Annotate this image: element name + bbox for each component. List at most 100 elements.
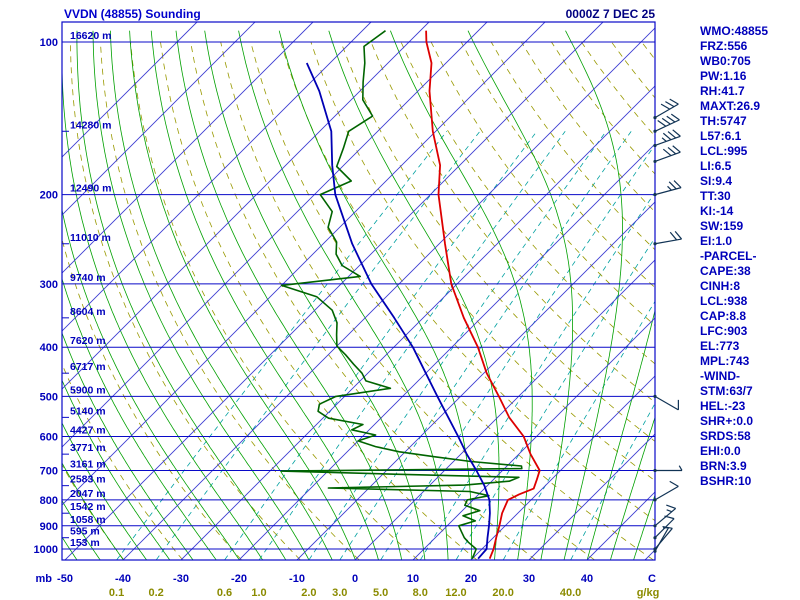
svg-text:3.0: 3.0 — [332, 587, 347, 599]
stat-line: -WIND- — [700, 369, 740, 383]
svg-text:500: 500 — [40, 391, 58, 403]
chart-background — [62, 22, 655, 560]
svg-text:40.0: 40.0 — [560, 587, 581, 599]
stat-line: L57:6.1 — [700, 129, 742, 143]
temp-unit-label: C — [648, 573, 656, 585]
stat-line: RH:41.7 — [700, 84, 745, 98]
mixratio-axis-labels: 0.1 0.2 0.6 1.0 2.0 3.0 5.0 8.0 12.0 20.0 40.0 g/kg — [109, 587, 659, 599]
svg-text:100: 100 — [40, 37, 58, 49]
stat-line: MAXT:26.9 — [700, 99, 761, 113]
chart-frame — [61, 21, 656, 561]
stat-line: MPL:743 — [700, 354, 750, 368]
sounding-traces — [280, 30, 541, 560]
svg-text:-20: -20 — [231, 573, 247, 585]
svg-text:1.0: 1.0 — [251, 587, 266, 599]
pressure-axis-labels: 100 200 300 400 500 600 700 800 900 1000 mb — [34, 37, 58, 585]
stat-line: LFC:903 — [700, 324, 748, 338]
svg-text:-10: -10 — [289, 573, 305, 585]
temperature-trace — [425, 30, 541, 560]
svg-text:2.0: 2.0 — [301, 587, 316, 599]
stat-line: PW:1.16 — [700, 69, 747, 83]
dewpoint-trace — [280, 30, 523, 559]
svg-text:40: 40 — [581, 573, 593, 585]
svg-text:30: 30 — [523, 573, 535, 585]
svg-text:400: 400 — [40, 342, 58, 354]
svg-text:0.6: 0.6 — [217, 587, 232, 599]
svg-text:600: 600 — [40, 432, 58, 444]
stat-line: WB0:705 — [700, 54, 751, 68]
svg-text:2047 m: 2047 m — [70, 488, 106, 500]
svg-text:3771 m: 3771 m — [70, 442, 106, 454]
isotherms — [62, 22, 655, 560]
height-labels: 16620 m 14280 m 12490 m 11010 m 9740 m 8604 m… — [70, 30, 111, 549]
svg-text:200: 200 — [40, 190, 58, 202]
svg-text:5140 m: 5140 m — [70, 405, 106, 417]
page-title: VVDN (48855) Sounding — [64, 7, 201, 21]
pressure-gridlines — [62, 41, 655, 550]
stat-line: EI:1.0 — [700, 234, 733, 248]
svg-text:2583 m: 2583 m — [70, 474, 106, 486]
wetbulb-trace — [305, 62, 491, 560]
svg-text:16620 m: 16620 m — [70, 30, 111, 42]
stat-line: CAP:8.8 — [700, 309, 747, 323]
svg-text:153 m: 153 m — [70, 537, 100, 549]
svg-text:300: 300 — [40, 279, 58, 291]
stat-line: EHI:0.0 — [700, 444, 741, 458]
pressure-unit-label: mb — [36, 573, 53, 585]
stat-line: TH:5747 — [700, 114, 747, 128]
svg-text:595 m: 595 m — [70, 526, 100, 538]
svg-text:12490 m: 12490 m — [70, 183, 111, 195]
stat-line: CAPE:38 — [700, 264, 751, 278]
stat-line: BSHR:10 — [700, 474, 752, 488]
stat-line: FRZ:556 — [700, 39, 748, 53]
stats-panel: WMO:48855 FRZ:556 WB0:705 PW:1.16 RH:41.7 MAX… — [700, 24, 768, 489]
stat-line: TT:30 — [700, 189, 731, 203]
svg-text:7620 m: 7620 m — [70, 335, 106, 347]
stat-line: SHR+:0.0 — [700, 414, 754, 428]
temp-axis-labels: -50 -40 -30 -20 -10 0 10 20 30 40 C — [57, 573, 656, 585]
svg-text:800: 800 — [40, 495, 58, 507]
svg-text:11010 m: 11010 m — [70, 232, 111, 244]
stat-line: BRN:3.9 — [700, 459, 747, 473]
svg-text:900: 900 — [40, 521, 58, 533]
svg-text:5.0: 5.0 — [373, 587, 388, 599]
svg-text:3161 m: 3161 m — [70, 458, 106, 470]
svg-text:6717 m: 6717 m — [70, 361, 106, 373]
stat-line: KI:-14 — [700, 204, 734, 218]
stat-line: CINH:8 — [700, 279, 741, 293]
stat-line: WMO:48855 — [700, 24, 769, 38]
stat-line: SW:159 — [700, 219, 744, 233]
svg-text:0.2: 0.2 — [148, 587, 163, 599]
stat-line: LCL:995 — [700, 144, 748, 158]
stat-line: -PARCEL- — [700, 249, 757, 263]
svg-text:9740 m: 9740 m — [70, 272, 106, 284]
moist-adiabats — [62, 30, 655, 560]
svg-text:8604 m: 8604 m — [70, 306, 106, 318]
stat-line: SRDS:58 — [700, 429, 751, 443]
stat-line: SI:9.4 — [700, 174, 733, 188]
svg-text:20: 20 — [465, 573, 477, 585]
svg-text:8.0: 8.0 — [413, 587, 428, 599]
stat-line: STM:63/7 — [700, 384, 753, 398]
stat-line: HEL:-23 — [700, 399, 746, 413]
svg-text:1058 m: 1058 m — [70, 514, 106, 526]
svg-text:20.0: 20.0 — [492, 587, 513, 599]
svg-text:10: 10 — [407, 573, 419, 585]
svg-text:0.1: 0.1 — [109, 587, 124, 599]
svg-text:700: 700 — [40, 465, 58, 477]
dry-adiabats — [62, 41, 655, 560]
svg-text:1542 m: 1542 m — [70, 501, 106, 513]
svg-text:14280 m: 14280 m — [70, 119, 111, 131]
svg-text:-30: -30 — [173, 573, 189, 585]
datetime-label: 0000Z 7 DEC 25 — [565, 7, 655, 21]
wind-barbs — [653, 98, 683, 553]
stat-line: EL:773 — [700, 339, 740, 353]
svg-text:4427 m: 4427 m — [70, 425, 106, 437]
svg-text:1000: 1000 — [34, 544, 58, 556]
stat-line: LI:6.5 — [700, 159, 732, 173]
svg-text:12.0: 12.0 — [445, 587, 466, 599]
svg-text:-40: -40 — [115, 573, 131, 585]
svg-text:5900 m: 5900 m — [70, 384, 106, 396]
